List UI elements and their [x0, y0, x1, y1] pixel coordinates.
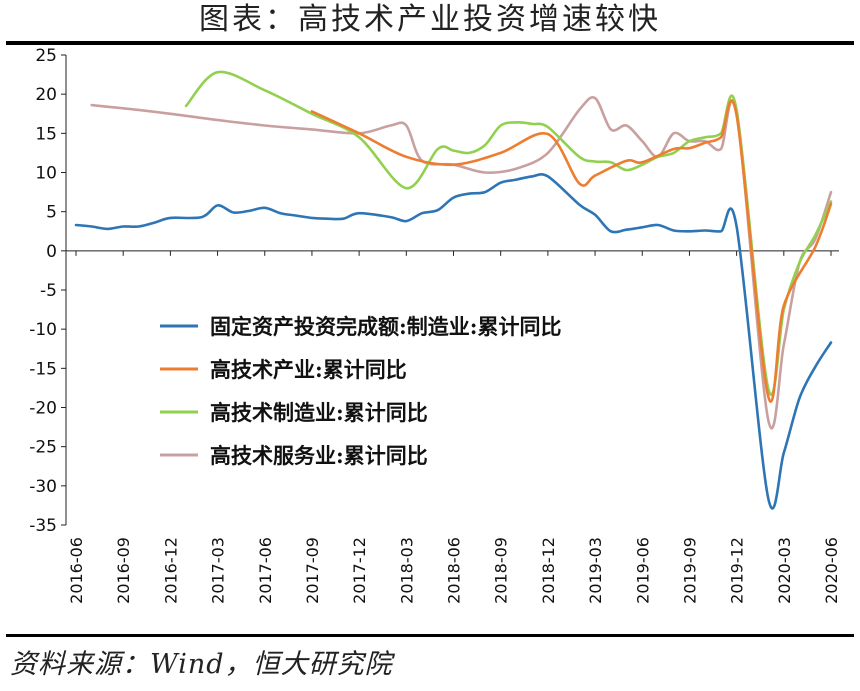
y-tick-label: -10 — [29, 320, 57, 340]
legend-label-3: 高技术制造业:累计同比 — [210, 400, 428, 425]
legend-label-4: 高技术服务业:累计同比 — [210, 443, 428, 468]
x-tick-label: 2018-06 — [445, 537, 464, 604]
x-tick-label: 2018-09 — [492, 537, 511, 604]
x-tick-label: 2020-06 — [822, 537, 841, 604]
chart-title: 图表：高技术产业投资增速较快 — [199, 2, 661, 37]
x-tick-label: 2020-03 — [775, 537, 794, 604]
y-tick-label: 5 — [46, 203, 57, 223]
x-tick-label: 2019-09 — [680, 537, 699, 604]
series-line-3 — [184, 70, 833, 396]
x-tick-label: 2018-03 — [397, 537, 416, 604]
x-tick-label: 2018-12 — [539, 537, 558, 604]
x-tick-label: 2016-12 — [161, 537, 180, 604]
y-tick-label: -20 — [29, 399, 57, 419]
series-line-2 — [310, 99, 833, 403]
x-tick-label: 2017-06 — [256, 537, 275, 604]
legend-label-1: 固定资产投资完成额:制造业:累计同比 — [210, 314, 562, 339]
x-tick-label: 2019-03 — [586, 537, 605, 604]
y-tick-label: -25 — [29, 438, 57, 458]
source-note: 资料来源：Wind，恒大研究院 — [10, 649, 393, 680]
x-tick-label: 2019-12 — [728, 537, 747, 604]
y-tick-label: -15 — [29, 359, 57, 379]
x-tick-label: 2017-09 — [303, 537, 322, 604]
series-line-1 — [74, 172, 833, 510]
x-tick-label: 2016-06 — [67, 537, 86, 604]
y-tick-label: -5 — [40, 281, 57, 301]
title-rule — [6, 41, 854, 45]
series-line-4 — [90, 96, 833, 430]
y-tick-label: -30 — [29, 477, 57, 497]
y-tick-label: 0 — [46, 242, 57, 262]
x-tick-label: 2019-06 — [633, 537, 652, 604]
x-tick-label: 2017-03 — [209, 537, 228, 604]
y-tick-label: 25 — [35, 46, 57, 66]
y-tick-label: 15 — [35, 124, 57, 144]
y-tick-label: 20 — [35, 85, 57, 105]
y-tick-label: -35 — [29, 516, 57, 536]
y-tick-label: 10 — [35, 164, 57, 184]
x-tick-label: 2016-09 — [114, 537, 133, 604]
x-tick-label: 2017-12 — [350, 537, 369, 604]
legend-label-2: 高技术产业:累计同比 — [210, 357, 407, 382]
footer-rule — [6, 634, 854, 637]
